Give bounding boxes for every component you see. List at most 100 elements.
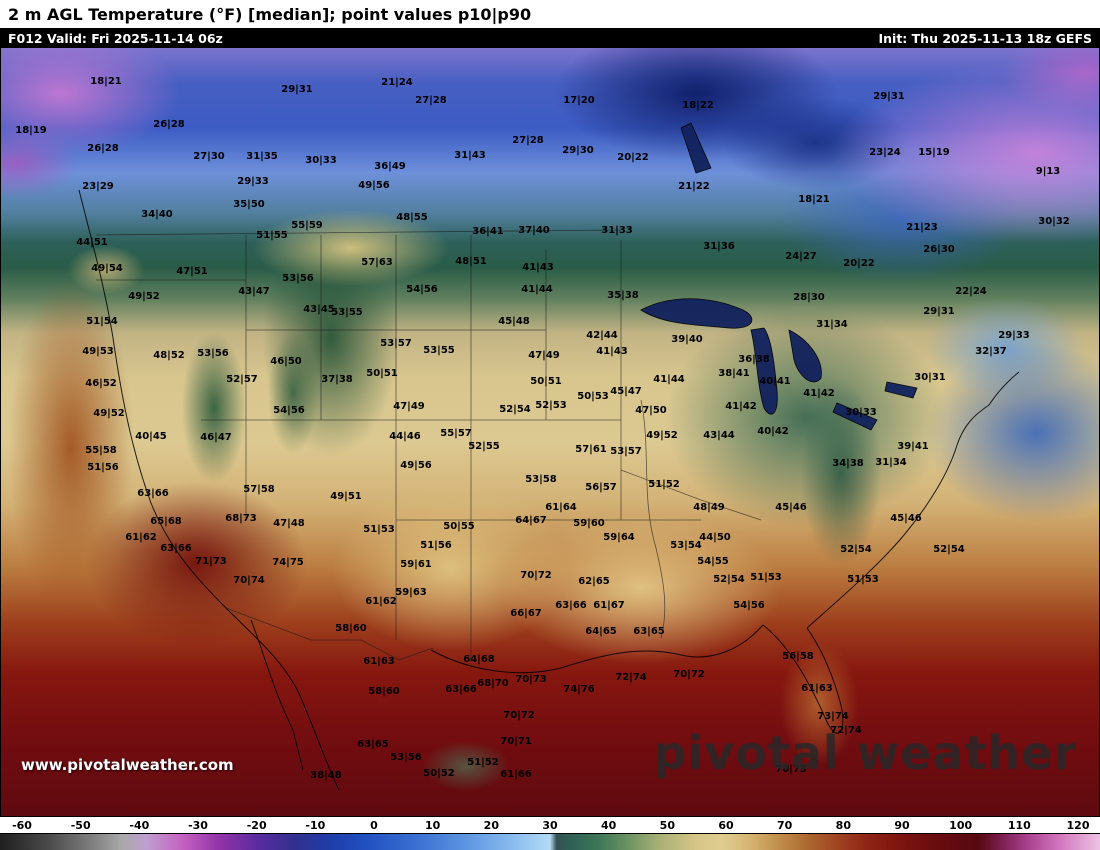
point-value: 54|56 — [273, 405, 305, 416]
point-value: 53|56 — [197, 348, 229, 359]
point-value: 61|66 — [500, 769, 532, 780]
point-value: 30|33 — [305, 155, 337, 166]
point-value: 29|33 — [237, 176, 269, 187]
point-value: 65|68 — [150, 516, 182, 527]
point-value: 51|54 — [86, 316, 118, 327]
point-value: 26|30 — [923, 244, 955, 255]
point-value: 52|54 — [933, 544, 965, 555]
point-value: 31|33 — [601, 225, 633, 236]
point-value: 63|66 — [160, 543, 192, 554]
point-value: 47|50 — [635, 405, 667, 416]
point-value: 58|60 — [335, 623, 367, 634]
point-value: 24|27 — [785, 251, 817, 262]
colorbar-tick: -60 — [12, 819, 32, 832]
point-value: 30|31 — [914, 372, 946, 383]
colorbar-tick: 20 — [483, 819, 499, 832]
point-value: 42|44 — [586, 330, 618, 341]
point-value: 37|40 — [518, 225, 550, 236]
point-value: 63|66 — [445, 684, 477, 695]
colorbar-tick: 40 — [601, 819, 617, 832]
colorbar-tick: 70 — [777, 819, 793, 832]
point-value: 34|40 — [141, 209, 173, 220]
colorbar-tick: 50 — [659, 819, 675, 832]
point-value: 61|64 — [545, 502, 577, 513]
point-value: 40|45 — [135, 431, 167, 442]
point-value: 66|67 — [510, 608, 542, 619]
point-value: 58|60 — [368, 686, 400, 697]
point-value: 43|47 — [238, 286, 270, 297]
forecast-info-bar: F012 Valid: Fri 2025-11-14 06z Init: Thu… — [0, 28, 1100, 48]
point-value: 54|56 — [406, 284, 438, 295]
point-value: 64|65 — [585, 626, 617, 637]
point-value: 49|56 — [400, 460, 432, 471]
colorbar-tick: -10 — [305, 819, 326, 832]
point-value: 36|49 — [374, 161, 406, 172]
point-value: 31|34 — [816, 319, 848, 330]
point-value: 46|50 — [270, 356, 302, 367]
point-value: 41|43 — [522, 262, 554, 273]
point-value: 47|51 — [176, 266, 208, 277]
point-value: 29|33 — [998, 330, 1030, 341]
point-value: 17|20 — [563, 95, 595, 106]
point-value: 55|59 — [291, 220, 323, 231]
point-value: 27|28 — [415, 95, 447, 106]
point-value: 70|71 — [500, 736, 532, 747]
point-value: 31|36 — [703, 241, 735, 252]
colorbar-tick: 80 — [835, 819, 851, 832]
point-value: 72|74 — [615, 672, 647, 683]
point-value: 18|22 — [682, 100, 714, 111]
point-value: 54|55 — [697, 556, 729, 567]
point-value: 53|55 — [423, 345, 455, 356]
point-value: 53|55 — [331, 307, 363, 318]
point-value: 37|38 — [321, 374, 353, 385]
point-value: 53|58 — [525, 474, 557, 485]
point-value: 35|38 — [607, 290, 639, 301]
point-value: 62|65 — [578, 576, 610, 587]
point-value: 51|53 — [363, 524, 395, 535]
point-value: 59|61 — [400, 559, 432, 570]
colorbar-tick: 30 — [542, 819, 558, 832]
point-value: 61|62 — [365, 596, 397, 607]
point-value: 39|41 — [897, 441, 929, 452]
point-value: 18|19 — [15, 125, 47, 136]
point-value: 53|57 — [380, 338, 412, 349]
temperature-map[interactable]: www.pivotalweather.com pivotal weather 1… — [0, 48, 1100, 816]
point-value: 56|57 — [585, 482, 617, 493]
point-value: 29|30 — [562, 145, 594, 156]
point-value: 47|48 — [273, 518, 305, 529]
point-value: 46|52 — [85, 378, 117, 389]
point-value: 9|13 — [1035, 166, 1061, 177]
point-value: 15|19 — [918, 147, 950, 158]
point-value: 49|52 — [646, 430, 678, 441]
point-value: 59|60 — [573, 518, 605, 529]
point-value: 57|61 — [575, 444, 607, 455]
colorbar-tick: 110 — [1007, 819, 1031, 832]
point-value: 56|58 — [782, 651, 814, 662]
colorbar-tick: 100 — [949, 819, 973, 832]
point-value: 45|48 — [498, 316, 530, 327]
point-value: 30|33 — [845, 407, 877, 418]
point-value: 40|42 — [757, 426, 789, 437]
point-value: 21|23 — [906, 222, 938, 233]
point-value: 74|76 — [563, 684, 595, 695]
point-value: 45|46 — [890, 513, 922, 524]
point-value: 51|52 — [467, 757, 499, 768]
temperature-colorbar — [0, 833, 1100, 850]
page-title: 2 m AGL Temperature (°F) [median]; point… — [8, 4, 532, 24]
point-value: 31|35 — [246, 151, 278, 162]
point-value: 41|44 — [653, 374, 685, 385]
point-value: 53|57 — [610, 446, 642, 457]
point-value: 61|62 — [125, 532, 157, 543]
point-value: 52|55 — [468, 441, 500, 452]
point-value: 47|49 — [393, 401, 425, 412]
point-value: 48|51 — [455, 256, 487, 267]
point-value: 70|72 — [503, 710, 535, 721]
point-value: 57|63 — [361, 257, 393, 268]
point-value: 52|53 — [535, 400, 567, 411]
point-value: 29|31 — [873, 91, 905, 102]
point-value: 52|57 — [226, 374, 258, 385]
point-value: 45|47 — [610, 386, 642, 397]
colorbar-tick: -50 — [70, 819, 91, 832]
point-value: 52|54 — [499, 404, 531, 415]
point-value: 70|72 — [673, 669, 705, 680]
